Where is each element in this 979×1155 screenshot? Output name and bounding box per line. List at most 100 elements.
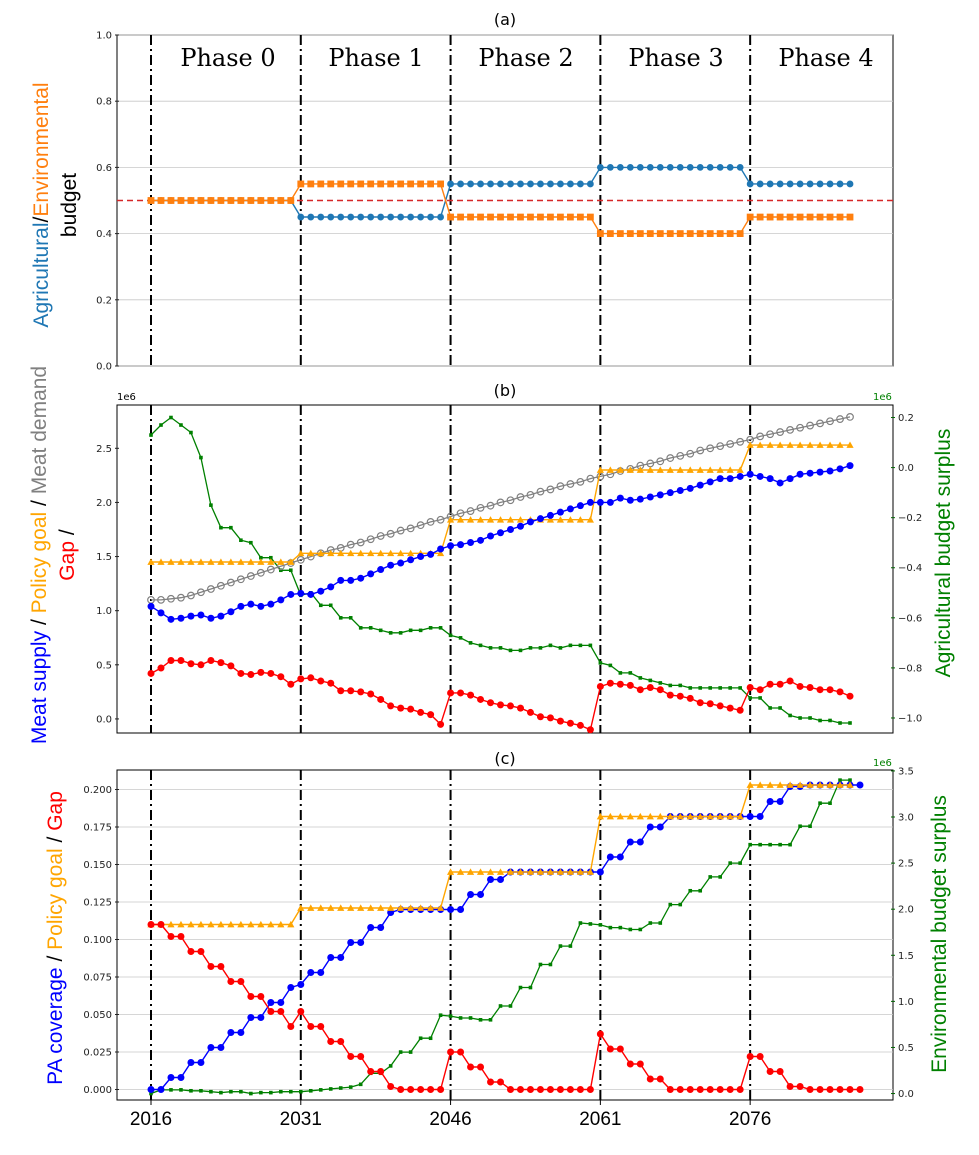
gap-point xyxy=(207,963,215,970)
meat-supply-point xyxy=(247,600,255,608)
pa-coverage-point xyxy=(467,891,475,898)
panel-c-y-tick-label: 0.100 xyxy=(83,935,112,946)
panel-b-y-tick-label: 0.5 xyxy=(96,660,112,671)
policy-goal-point xyxy=(586,868,594,875)
agri-surplus-point xyxy=(678,683,683,688)
meat-supply-point xyxy=(147,602,155,610)
env-surplus-point xyxy=(838,778,842,782)
meat-supply-point xyxy=(716,475,724,483)
meat-demand-point xyxy=(736,437,745,446)
meat-demand-point xyxy=(496,498,505,507)
gap-point xyxy=(556,1086,564,1093)
gap-point xyxy=(377,695,385,703)
policy-goal-point xyxy=(766,781,774,788)
agri-surplus-point xyxy=(259,555,263,560)
meat-supply-point xyxy=(706,478,714,486)
policy-goal-point xyxy=(606,812,614,820)
meat-demand-point xyxy=(546,485,555,494)
environmental-point xyxy=(646,230,654,237)
pa-coverage-point xyxy=(197,1059,205,1066)
panel-b-y2-tick-label: 0.2 xyxy=(898,413,914,424)
policy-goal-point xyxy=(197,558,205,565)
gap-point xyxy=(327,679,335,687)
pa-coverage-point xyxy=(157,1086,165,1093)
policy-goal-point xyxy=(237,558,245,565)
policy-goal-point xyxy=(846,781,854,788)
panel-b-y-multiplier: 1e6 xyxy=(117,392,136,403)
environmental-point xyxy=(716,230,724,237)
env-surplus-point xyxy=(298,1089,303,1094)
policy-goal-point xyxy=(636,466,644,473)
meat-supply-point xyxy=(686,484,694,492)
panel-c-series xyxy=(147,778,864,1096)
panel-c-y-tick-label: 0.050 xyxy=(83,1010,112,1021)
policy-goal-point xyxy=(187,558,195,565)
env-surplus-point xyxy=(848,778,852,782)
policy-goal-point xyxy=(407,549,415,557)
agricultural-point xyxy=(676,164,684,171)
policy-goal-point xyxy=(576,516,584,523)
policy-goal-point xyxy=(267,558,275,565)
gap-point xyxy=(277,673,285,681)
policy-goal-point xyxy=(377,549,385,557)
agri-surplus-point xyxy=(478,643,483,648)
gap-point xyxy=(516,1086,524,1093)
pa-coverage-point xyxy=(457,906,465,913)
gap-point xyxy=(357,688,365,696)
agricultural-point xyxy=(576,180,584,188)
env-surplus-point xyxy=(418,1036,423,1041)
panel-c-grid xyxy=(117,789,893,1090)
policy-goal-point xyxy=(466,868,475,875)
pa-coverage-point xyxy=(856,781,864,789)
agri-surplus-point xyxy=(568,643,573,648)
pa-coverage-point xyxy=(377,924,385,931)
panel-b-series xyxy=(147,413,854,734)
gap-point xyxy=(257,668,265,676)
agri-surplus-point xyxy=(768,706,772,710)
meat-demand-point xyxy=(466,507,475,515)
meat-supply-point xyxy=(407,556,415,564)
gap-point xyxy=(177,656,185,664)
env-surplus-point xyxy=(398,1050,403,1054)
env-surplus-point xyxy=(149,1091,153,1096)
policy-goal-point xyxy=(287,558,295,565)
meat-demand-point xyxy=(836,415,844,423)
gap-point xyxy=(497,701,505,709)
agricultural-point xyxy=(736,164,744,171)
meat-supply-point xyxy=(646,493,654,501)
meat-supply-point xyxy=(397,559,405,567)
environmental-point xyxy=(387,180,395,188)
policy-goal-point xyxy=(506,868,515,875)
gap-point xyxy=(736,706,744,714)
pa-coverage-point xyxy=(167,1074,175,1081)
environmental-point xyxy=(177,197,185,204)
environmental-point xyxy=(397,180,405,188)
agricultural-point xyxy=(377,213,385,221)
environmental-point xyxy=(457,213,464,221)
agri-surplus-point xyxy=(289,568,293,573)
agri-surplus-point xyxy=(518,648,523,653)
agri-surplus-point xyxy=(279,568,283,573)
x-tick-label: 2031 xyxy=(280,1109,322,1130)
meat-demand-point xyxy=(586,474,595,483)
panel-a-y-tick-label: 0.8 xyxy=(96,97,112,108)
agricultural-point xyxy=(726,164,734,171)
pa-coverage-point xyxy=(327,954,335,961)
meat-demand-point xyxy=(266,565,275,574)
env-surplus-point xyxy=(388,1064,393,1068)
policy-goal-point xyxy=(436,904,445,911)
env-surplus-point xyxy=(438,1013,443,1017)
gap-point xyxy=(417,1086,425,1093)
panel-b-title: (b) xyxy=(494,381,517,400)
gap-point xyxy=(157,921,165,928)
pa-coverage-point xyxy=(606,853,614,861)
panel-c-y2-ticks: 0.0 0.5 1.0 1.5 2.0 2.5 3.0 3.5 xyxy=(891,766,914,1100)
meat-supply-point xyxy=(157,609,165,617)
environmental-point xyxy=(836,213,844,221)
agricultural-point xyxy=(337,213,345,221)
policy-goal-point xyxy=(556,516,565,523)
environmental-point xyxy=(167,197,175,204)
policy-goal-point xyxy=(417,904,425,911)
gap-point xyxy=(626,1060,634,1068)
environmental-point xyxy=(287,197,295,204)
